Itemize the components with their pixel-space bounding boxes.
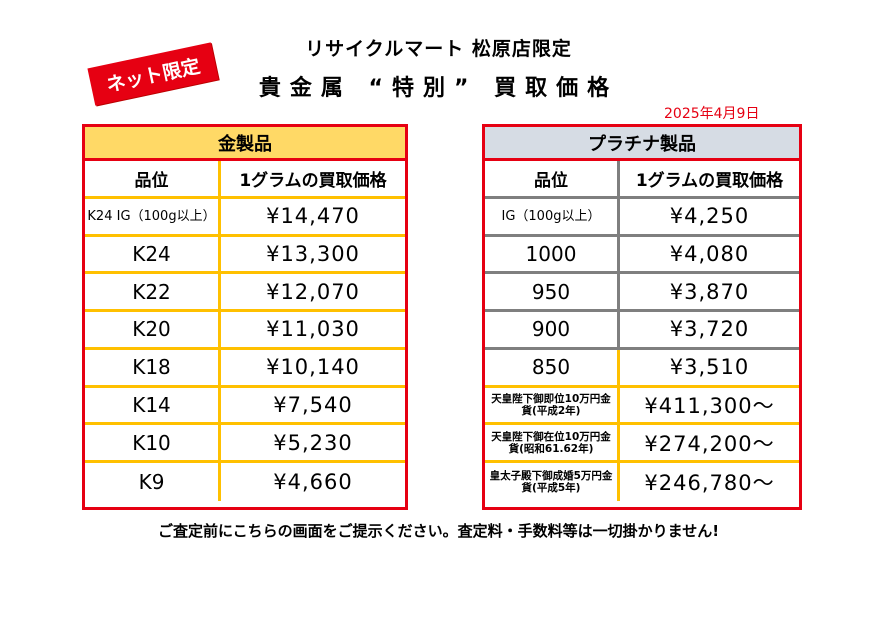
grade-cell: 850 xyxy=(485,349,620,385)
price-cell: ¥11,030 xyxy=(266,317,360,342)
grade-cell: 900 xyxy=(485,312,620,347)
grade-cell: IG（100g以上） xyxy=(485,198,620,234)
table-row: 天皇陛下御即位10万円金貨(平成2年) ¥411,300～ xyxy=(485,387,799,426)
price-cell: ¥3,870 xyxy=(669,279,750,304)
page-title: 貴金属 “特別” 買取価格 xyxy=(258,76,619,101)
table-row: K14 ¥7,540 xyxy=(85,387,405,426)
price-cell: ¥5,230 xyxy=(273,430,353,455)
grade-cell: K24 xyxy=(85,236,221,272)
gold-table-title: 金製品 xyxy=(85,127,405,161)
grade-cell: K10 xyxy=(85,425,221,460)
price-column-label: 1グラムの買取価格 xyxy=(635,170,784,191)
grade-cell: K24 IG（100g以上） xyxy=(85,198,221,234)
price-cell: ¥13,300 xyxy=(266,241,360,266)
price-date: 2025年4月9日 xyxy=(664,106,760,122)
table-row: K18 ¥10,140 xyxy=(85,349,405,388)
price-cell: ¥4,660 xyxy=(273,469,353,494)
table-row: K24 ¥13,300 xyxy=(85,236,405,275)
table-row: IG（100g以上） ¥4,250 xyxy=(485,198,799,237)
grade-cell: K9 xyxy=(85,463,221,501)
price-cell: ¥274,200～ xyxy=(644,431,775,456)
table-row: K20 ¥11,030 xyxy=(85,312,405,350)
platinum-table-title: プラチナ製品 xyxy=(485,127,799,161)
gold-column-header: 品位 1グラムの買取価格 xyxy=(85,161,405,199)
footer-note: ご査定前にこちらの画面をご提示ください。査定料・手数料等は一切掛かりません! xyxy=(157,522,720,540)
grade-cell: K20 xyxy=(85,312,221,347)
grade-cell: K18 xyxy=(85,349,221,385)
price-cell: ¥3,720 xyxy=(669,317,750,342)
table-row: K9 ¥4,660 xyxy=(85,463,405,501)
price-cell: ¥4,250 xyxy=(669,204,750,229)
table-row: 900 ¥3,720 xyxy=(485,312,799,350)
grade-cell: K22 xyxy=(85,274,221,309)
table-row: 950 ¥3,870 xyxy=(485,274,799,312)
table-row: K24 IG（100g以上） ¥14,470 xyxy=(85,198,405,237)
price-cell: ¥12,070 xyxy=(266,279,360,304)
price-cell: ¥14,470 xyxy=(266,204,360,229)
price-cell: ¥7,540 xyxy=(273,392,353,417)
platinum-column-header: 品位 1グラムの買取価格 xyxy=(485,161,799,199)
grade-column-label: 品位 xyxy=(485,161,620,196)
table-row: 皇太子殿下御成婚5万円金貨(平成5年) ¥246,780～ xyxy=(485,463,799,501)
grade-cell: 皇太子殿下御成婚5万円金貨(平成5年) xyxy=(485,463,620,501)
grade-column-label: 品位 xyxy=(85,161,221,196)
table-row: K10 ¥5,230 xyxy=(85,425,405,463)
table-row: 天皇陛下御在位10万円金貨(昭和61.62年) ¥274,200～ xyxy=(485,425,799,463)
grade-cell: 1000 xyxy=(485,236,620,272)
price-cell: ¥411,300～ xyxy=(644,393,775,418)
price-cell: ¥10,140 xyxy=(266,355,360,380)
price-cell: ¥246,780～ xyxy=(644,470,775,495)
price-column-label: 1グラムの買取価格 xyxy=(239,170,387,191)
grade-cell: 950 xyxy=(485,274,620,309)
grade-cell: 天皇陛下御即位10万円金貨(平成2年) xyxy=(485,387,620,423)
table-row: 1000 ¥4,080 xyxy=(485,236,799,275)
table-row: 850 ¥3,510 xyxy=(485,349,799,388)
price-cell: ¥3,510 xyxy=(669,355,750,380)
grade-cell: K14 xyxy=(85,387,221,423)
grade-cell: 天皇陛下御在位10万円金貨(昭和61.62年) xyxy=(485,425,620,460)
price-cell: ¥4,080 xyxy=(669,241,750,266)
gold-price-table: 金製品 品位 1グラムの買取価格 K24 IG（100g以上） ¥14,470 … xyxy=(82,124,408,510)
store-title: リサイクルマート 松原店限定 xyxy=(305,38,572,60)
table-row: K22 ¥12,070 xyxy=(85,274,405,312)
platinum-price-table: プラチナ製品 品位 1グラムの買取価格 IG（100g以上） ¥4,250 10… xyxy=(482,124,802,510)
